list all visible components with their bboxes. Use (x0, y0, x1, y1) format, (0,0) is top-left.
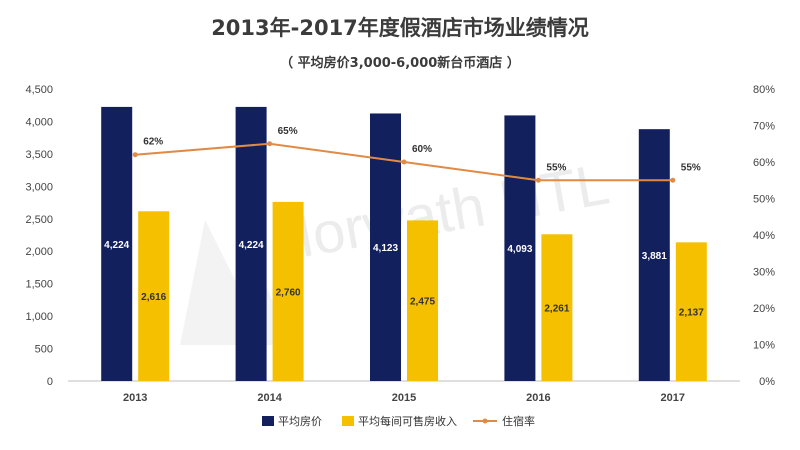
data-label-occupancy: 60% (412, 144, 432, 155)
legend-label-revpar: 平均每间可售房收入 (358, 414, 457, 428)
data-label-revpar: 2,261 (544, 304, 569, 315)
y-tick-label: 1,000 (25, 311, 53, 323)
x-tick-label: 2017 (661, 392, 685, 404)
data-label-avg-room-rate: 3,881 (642, 251, 667, 262)
bar-avg-room-rate (504, 115, 536, 381)
occupancy-point (670, 177, 676, 183)
legend-marker-occupancy (482, 418, 488, 424)
data-label-revpar: 2,475 (410, 297, 435, 308)
data-label-revpar: 2,137 (679, 308, 704, 319)
data-label-occupancy: 55% (681, 162, 701, 173)
bar-revpar (541, 234, 573, 381)
y-tick-label: 3,500 (25, 149, 53, 161)
data-label-avg-room-rate: 4,224 (239, 240, 264, 251)
data-label-avg-room-rate: 4,224 (104, 240, 129, 251)
legend-label-occupancy: 住宿率 (502, 414, 535, 428)
data-label-avg-room-rate: 4,093 (507, 244, 532, 255)
y2-tick-label: 30% (753, 267, 775, 279)
y2-tick-label: 40% (753, 230, 775, 242)
bar-revpar (138, 211, 170, 381)
occupancy-point (401, 159, 407, 165)
y2-tick-label: 20% (753, 303, 775, 315)
bar-revpar (272, 201, 304, 381)
bar-revpar (675, 242, 707, 381)
legend-label-avg-room-rate: 平均房价 (278, 415, 322, 428)
y-tick-label: 0 (47, 376, 53, 388)
x-tick-label: 2014 (257, 392, 282, 404)
y2-tick-label: 10% (753, 340, 775, 352)
occupancy-point (132, 152, 138, 158)
occupancy-point (267, 141, 273, 147)
y-tick-label: 2,500 (25, 214, 53, 226)
y2-tick-label: 0% (759, 376, 775, 388)
x-tick-label: 2016 (526, 392, 550, 404)
legend-swatch-avg-room-rate (262, 416, 274, 426)
data-label-occupancy: 55% (546, 162, 566, 173)
bar-avg-room-rate (235, 106, 267, 381)
y-tick-label: 1,500 (25, 279, 53, 291)
data-label-avg-room-rate: 4,123 (373, 243, 398, 254)
y-tick-label: 3,000 (25, 181, 53, 193)
data-label-revpar: 2,616 (141, 292, 166, 303)
data-label-occupancy: 65% (278, 126, 298, 137)
y2-tick-label: 70% (753, 121, 775, 133)
data-label-occupancy: 62% (143, 137, 163, 148)
y2-tick-label: 60% (753, 157, 775, 169)
y-tick-label: 500 (35, 344, 53, 356)
y2-tick-label: 80% (753, 84, 775, 96)
legend-swatch-revpar (342, 416, 354, 426)
y-tick-label: 2,000 (25, 246, 53, 258)
y-tick-label: 4,500 (25, 84, 53, 96)
chart-title: 2013年-2017年度假酒店市场业绩情况 (211, 16, 589, 40)
y2-tick-label: 50% (753, 194, 775, 206)
occupancy-point (535, 177, 541, 183)
chart-subtitle: （ 平均房价3,000-6,000新台币酒店 ） (280, 56, 520, 71)
bar-revpar (407, 220, 438, 381)
y-tick-label: 4,000 (25, 116, 53, 128)
x-tick-label: 2013 (123, 392, 147, 404)
data-label-revpar: 2,760 (276, 287, 301, 298)
x-tick-label: 2015 (392, 392, 416, 404)
bar-avg-room-rate (101, 106, 133, 381)
bar-avg-room-rate (638, 129, 670, 381)
